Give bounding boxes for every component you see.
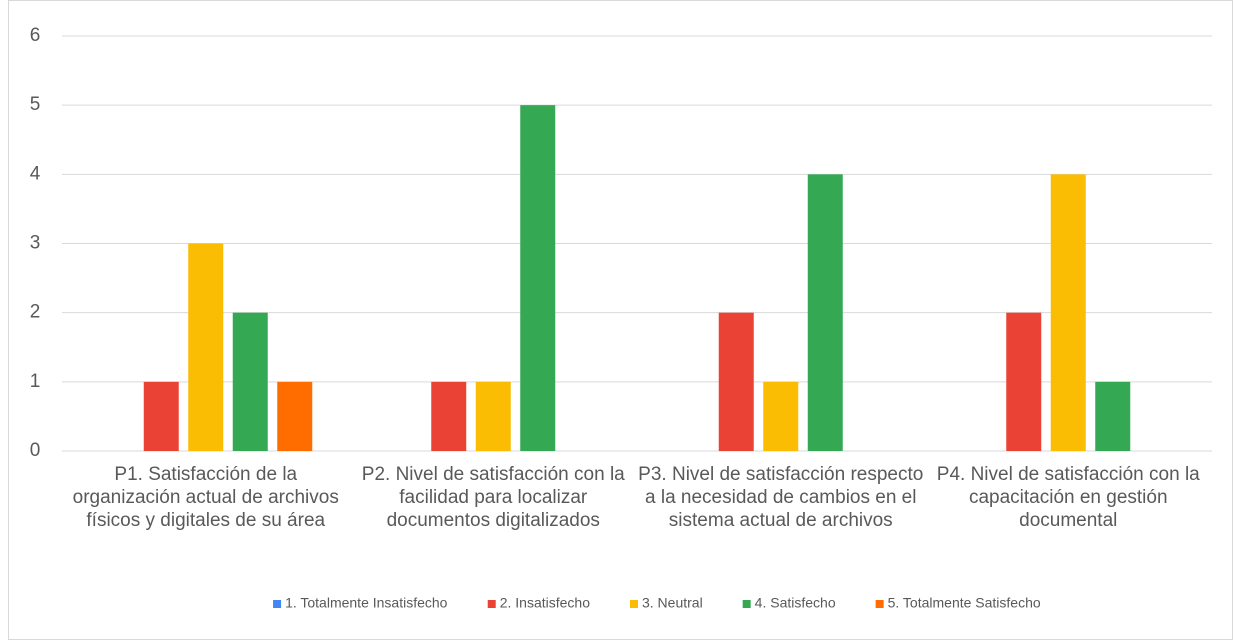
legend-label: 1. Totalmente Insatisfecho [285,595,448,611]
bar [1050,174,1086,452]
legend-label: 5. Totalmente Satisfecho [888,595,1041,611]
y-tick-label: 0 [30,440,41,461]
legend-swatch [875,600,884,608]
bar [431,381,467,451]
bar [763,381,799,451]
legend-swatch [742,600,751,608]
y-tick-label: 6 [30,25,41,46]
bar [1006,312,1042,451]
legend-swatch [487,600,496,608]
legend-label: 2. Insatisfecho [500,595,590,611]
bar [1095,381,1131,451]
y-tick-label: 3 [30,233,41,254]
x-tick-label: P4. Nivel de satisfacción con la capacit… [936,464,1200,531]
legend-label: 3. Neutral [642,595,703,611]
bar [232,312,268,451]
x-tick-label: P3. Nivel de satisfacción respecto a la … [638,464,924,531]
x-tick-label: P2. Nivel de satisfacción con la facilid… [361,464,625,531]
y-tick-label: 4 [30,163,41,184]
bar [807,174,843,452]
bar [718,312,754,451]
y-tick-label: 5 [30,94,41,115]
bar [188,243,224,451]
legend-swatch [273,600,282,608]
bar [143,381,179,451]
legend-swatch [629,600,638,608]
bar [520,105,556,452]
bar [475,381,511,451]
legend-label: 4. Satisfecho [755,595,836,611]
y-tick-label: 1 [30,371,41,392]
chart-border [8,0,1233,640]
y-tick-label: 2 [30,302,41,323]
x-tick-label: P1. Satisfacción de la organización actu… [72,464,339,531]
bar [277,381,313,451]
